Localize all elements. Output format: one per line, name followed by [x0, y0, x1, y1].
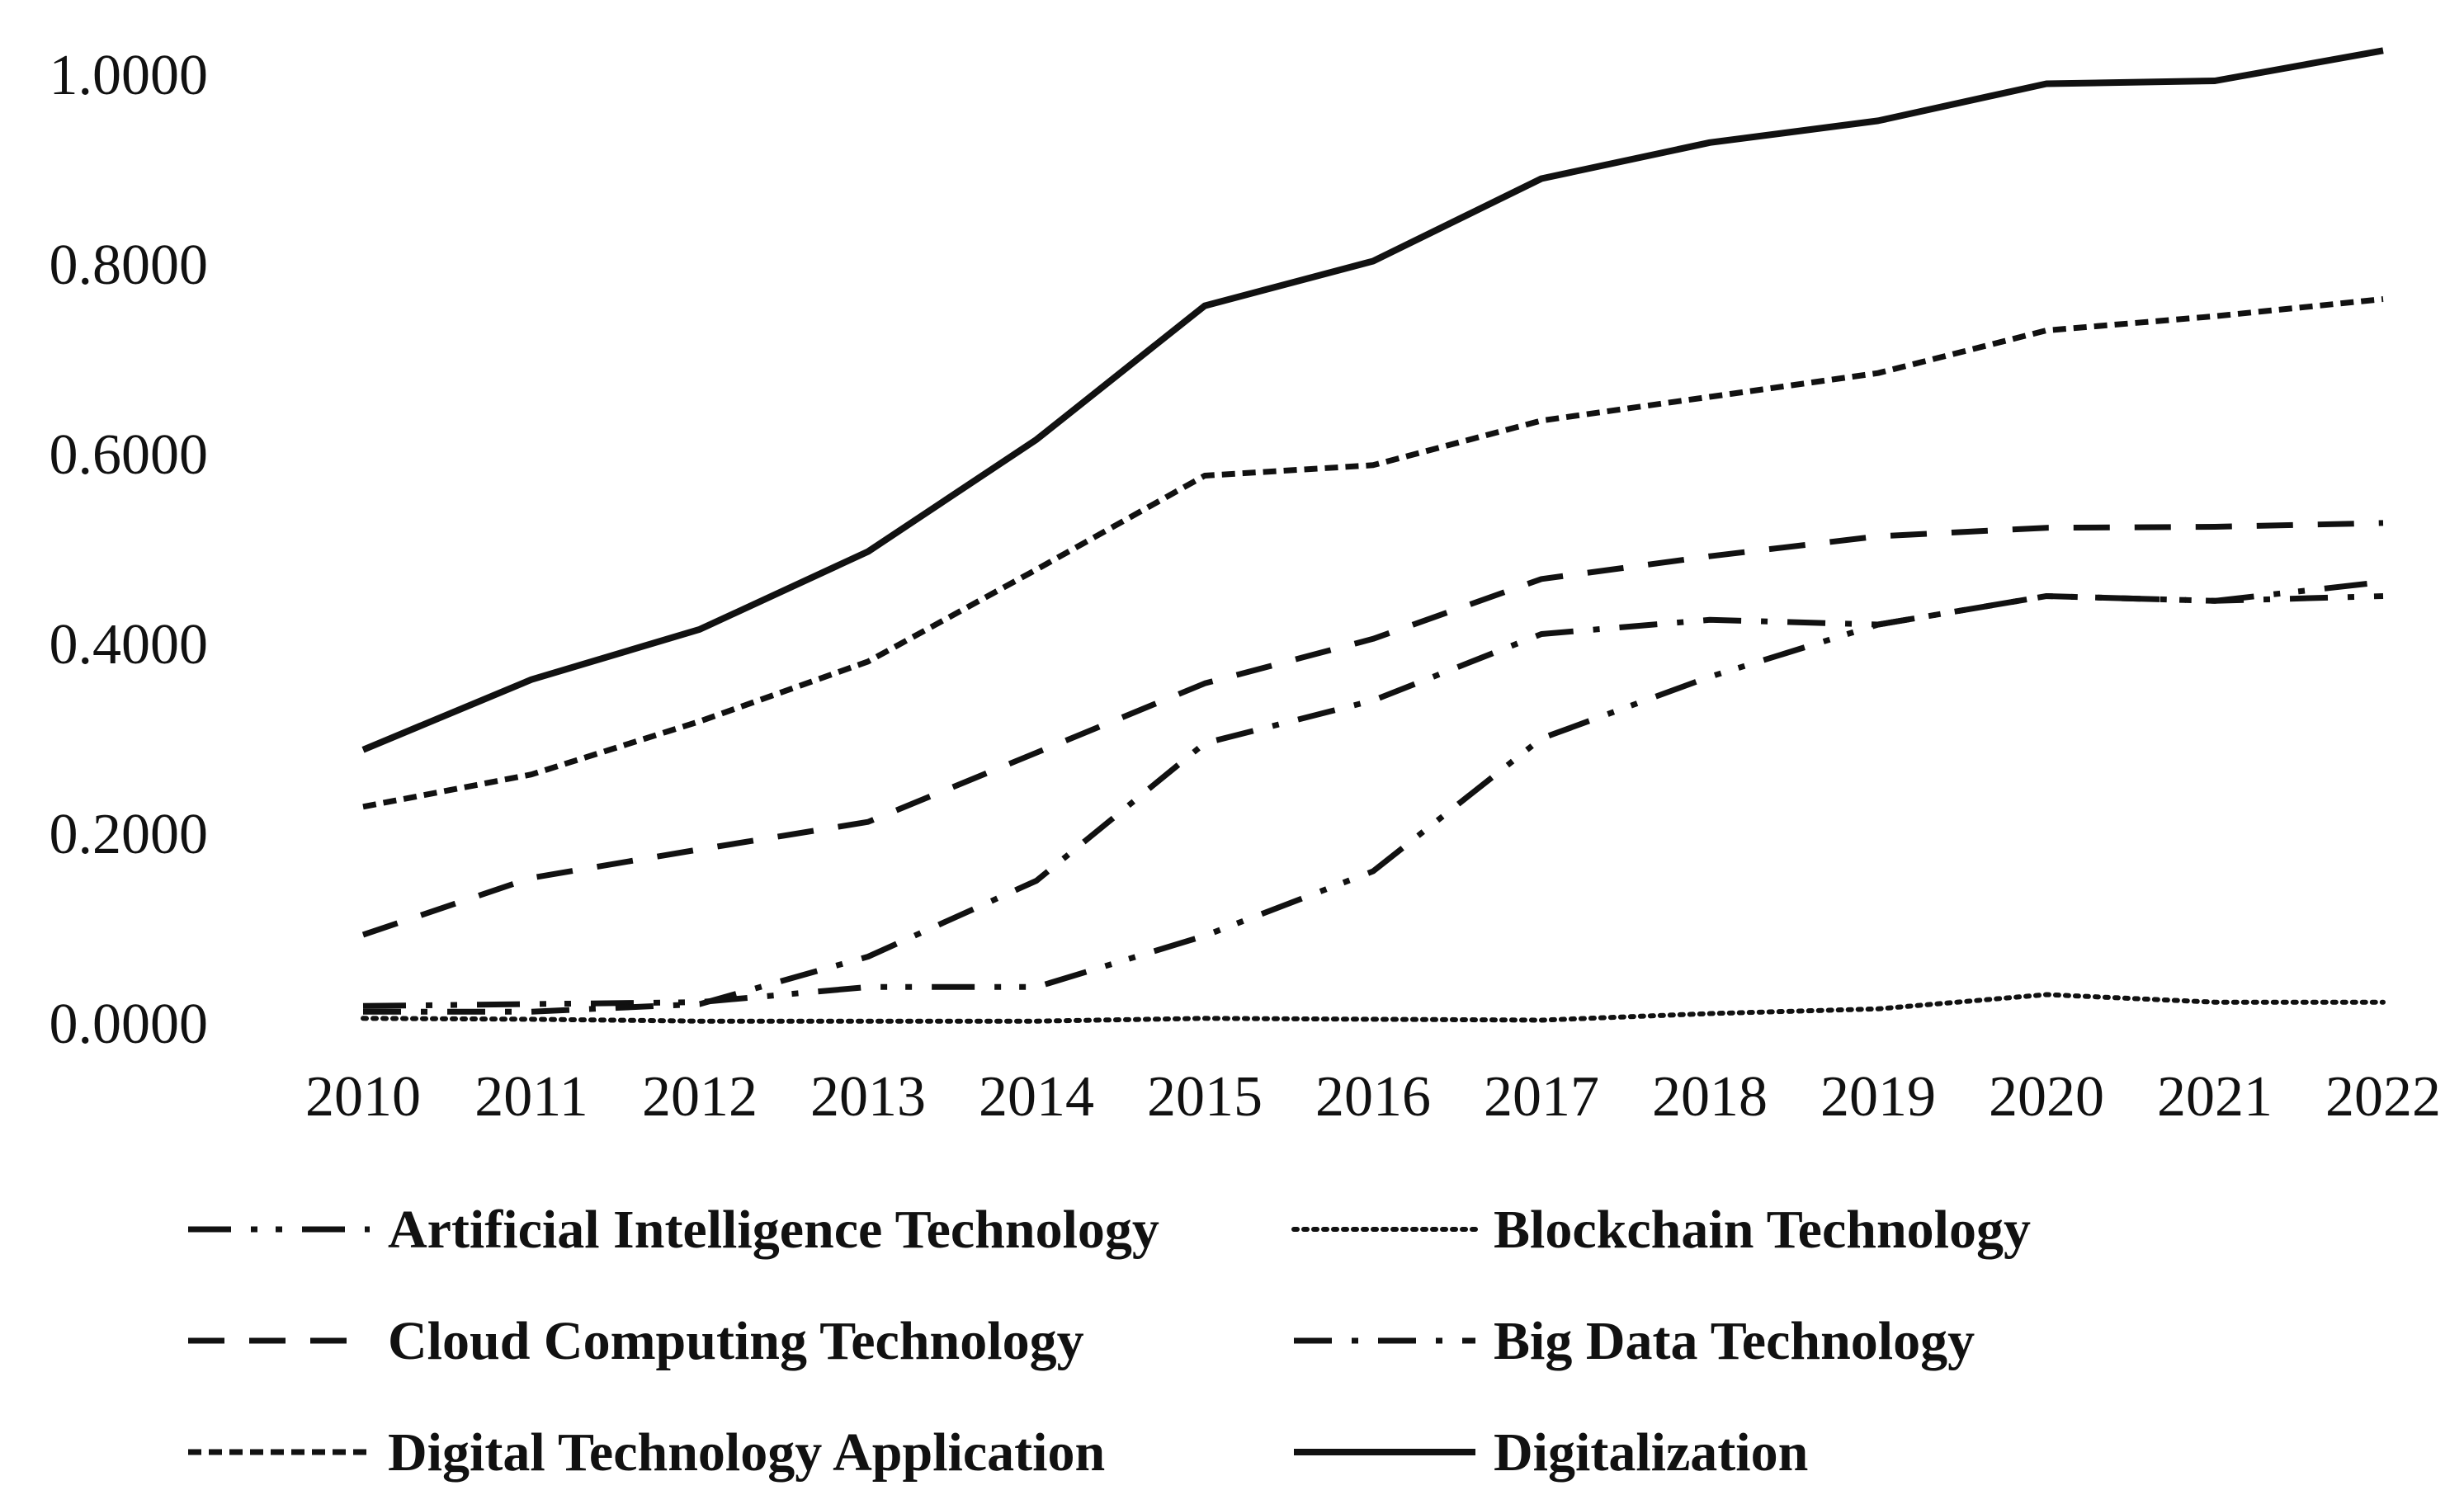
series-line-blockchain-technology: [361, 992, 2386, 1024]
x-tick-label: 2013: [810, 1065, 926, 1129]
x-tick-label: 2017: [1484, 1065, 1599, 1129]
y-tick-label: 0.2000: [50, 803, 209, 866]
legend-label: Blockchain Technology: [1494, 1200, 2031, 1260]
y-tick-label: 0.4000: [50, 613, 209, 677]
x-tick-label: 2010: [305, 1065, 421, 1129]
y-axis: 0.0000 0.2000 0.4000 0.6000 0.8000 1.0000: [50, 44, 209, 1056]
legend-label: Digital Technology Application: [388, 1422, 1105, 1483]
x-tick-label: 2016: [1315, 1065, 1431, 1129]
x-tick-label: 2011: [474, 1065, 588, 1129]
legend-label: Artificial Intelligence Technology: [388, 1200, 1159, 1260]
x-axis: 2010 2011 2012 2013 2014 2015 2016 2017 2018 2019…: [305, 1065, 2441, 1129]
legend-label: Digitalization: [1494, 1422, 1808, 1483]
x-tick-label: 2012: [642, 1065, 758, 1129]
x-tick-label: 2018: [1652, 1065, 1768, 1129]
series-line-cloud-computing-technology: [361, 520, 2384, 938]
legend-label: Big Data Technology: [1494, 1311, 1975, 1371]
x-tick-label: 2022: [2325, 1065, 2441, 1129]
y-tick-label: 1.0000: [50, 44, 209, 107]
x-tick-label: 2019: [1820, 1065, 1936, 1129]
x-tick-label: 2020: [1989, 1065, 2104, 1129]
y-tick-label: 0.6000: [50, 423, 209, 487]
legend-label: Cloud Computing Technology: [388, 1311, 1084, 1371]
x-tick-label: 2014: [979, 1065, 1094, 1129]
legend: Artificial Intelligence Technology Blockc…: [188, 1200, 2031, 1483]
series-line-digital-technology-application: [362, 296, 2384, 810]
plot-area: [361, 47, 2386, 1024]
x-tick-label: 2015: [1147, 1065, 1263, 1129]
series-line-big-data-technology: [363, 593, 2384, 1015]
series-line-artificial-intelligence-technology: [362, 578, 2384, 1009]
series-line-digitalization: [361, 47, 2384, 753]
x-tick-label: 2021: [2157, 1065, 2273, 1129]
y-tick-label: 0.0000: [50, 993, 209, 1056]
y-tick-label: 0.8000: [50, 233, 209, 297]
